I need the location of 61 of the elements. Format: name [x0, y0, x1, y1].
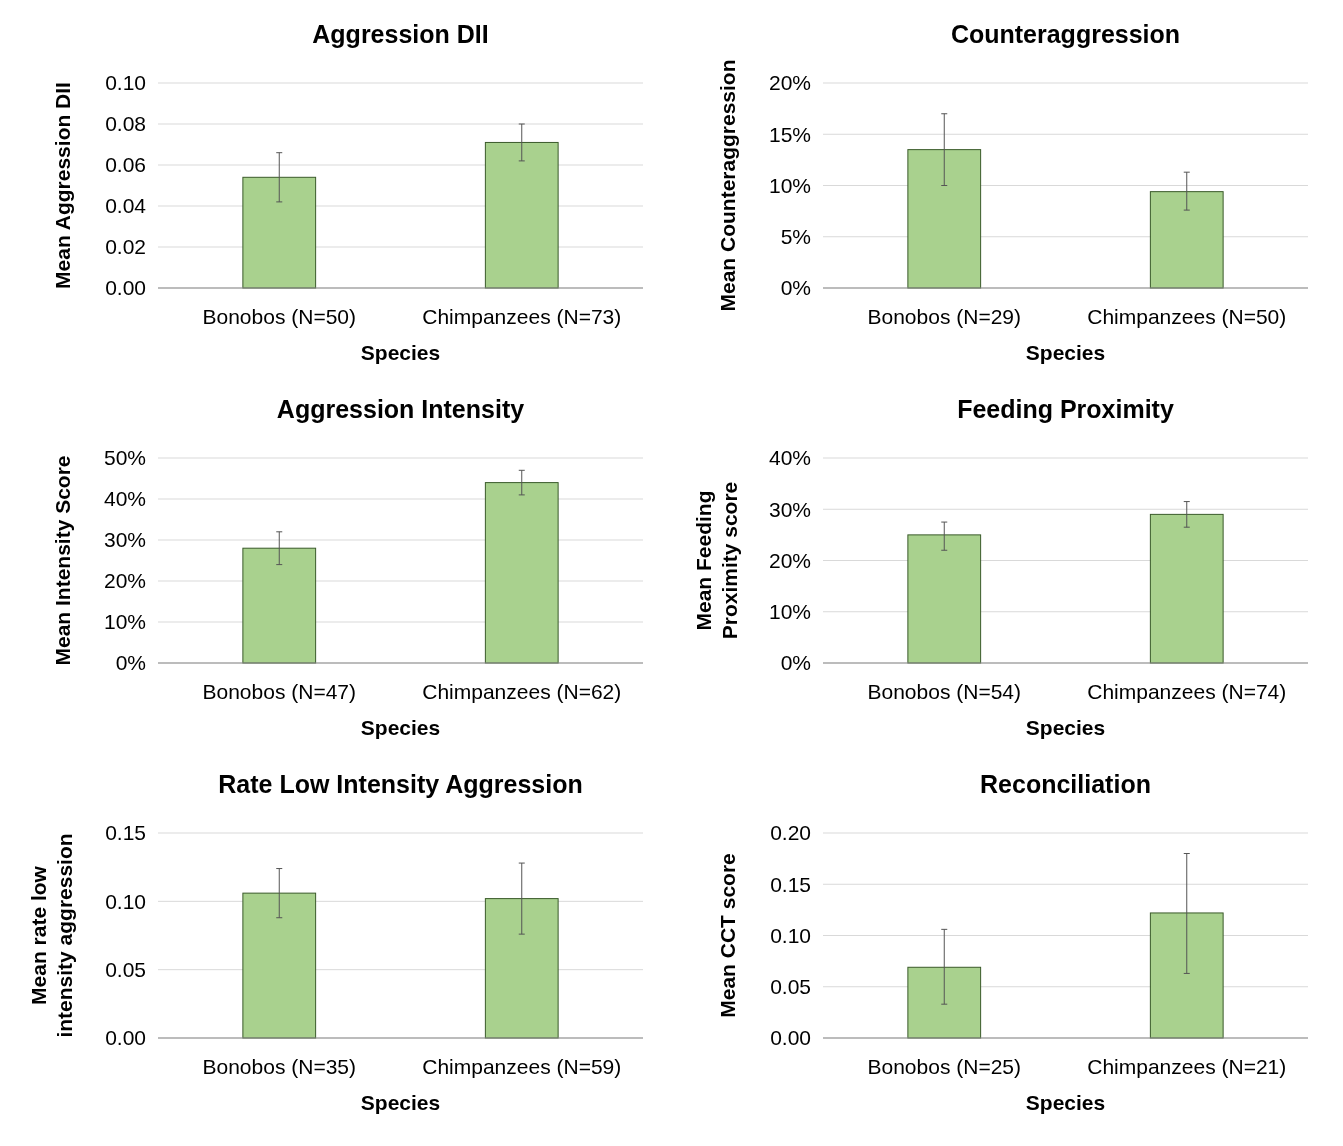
y-tick-label: 50% — [103, 446, 146, 470]
y-axis-title: Mean Intensity Score — [51, 455, 74, 666]
y-axis-title: Mean Feeding Proximity score — [692, 481, 741, 640]
x-tick-label: Bonobos (N=47) — [202, 680, 357, 703]
y-tick-label: 15% — [768, 122, 811, 146]
y-axis-title: Mean Aggression DII — [51, 82, 74, 289]
x-tick-label: Bonobos (N=25) — [867, 1055, 1022, 1078]
chart-title: Aggression DII — [312, 20, 489, 48]
y-tick-label: 40% — [103, 487, 146, 511]
y-tick-label: 30% — [103, 528, 146, 552]
y-tick-label: 0.04 — [105, 194, 147, 218]
y-tick-label: 0.00 — [770, 1026, 811, 1050]
y-tick-label: 0.20 — [770, 821, 811, 845]
y-tick-label: 0.10 — [105, 889, 146, 913]
y-axis-title: Mean rate low intensity aggression — [27, 833, 76, 1038]
y-tick-label: 0.10 — [770, 923, 811, 947]
y-tick-label: 0.08 — [105, 112, 146, 136]
y-tick-label: 0% — [780, 651, 811, 675]
y-tick-label: 5% — [780, 225, 811, 249]
x-tick-label: Chimpanzees (N=59) — [422, 1055, 622, 1078]
y-axis-title: Mean Counteraggression — [716, 59, 739, 312]
x-tick-label: Bonobos (N=50) — [202, 305, 357, 328]
y-tick-label: 0% — [780, 276, 811, 300]
y-tick-label: 0.05 — [105, 958, 146, 982]
x-axis-title: Species — [1025, 341, 1106, 364]
y-tick-label: 20% — [768, 548, 811, 572]
x-tick-label: Chimpanzees (N=21) — [1087, 1055, 1287, 1078]
y-tick-label: 30% — [768, 497, 811, 521]
y-tick-label: 0.06 — [105, 153, 146, 177]
y-tick-label: 0.15 — [105, 821, 146, 845]
y-tick-label: 10% — [103, 610, 146, 634]
x-tick-label: Bonobos (N=35) — [202, 1055, 357, 1078]
y-tick-label: 0.00 — [105, 1026, 146, 1050]
chart-title: Reconciliation — [980, 770, 1151, 798]
y-tick-label: 20% — [768, 71, 811, 95]
chart-title: Aggression Intensity — [276, 395, 525, 423]
chart-title: Rate Low Intensity Aggression — [218, 770, 583, 798]
x-axis-title: Species — [1025, 716, 1106, 739]
x-tick-label: Bonobos (N=29) — [867, 305, 1022, 328]
x-axis-title: Species — [1025, 1091, 1106, 1114]
y-tick-label: 0.05 — [770, 975, 811, 999]
x-axis-title: Species — [360, 341, 441, 364]
x-tick-label: Chimpanzees (N=73) — [422, 305, 622, 328]
x-tick-label: Bonobos (N=54) — [867, 680, 1022, 703]
y-tick-label: 0.15 — [770, 872, 811, 896]
y-tick-label: 20% — [103, 569, 146, 593]
y-tick-label: 10% — [768, 600, 811, 624]
y-tick-label: 10% — [768, 173, 811, 197]
y-axis-title: Mean CCT score — [716, 853, 739, 1018]
y-tick-label: 0.02 — [105, 235, 146, 259]
chart-title: Feeding Proximity — [957, 395, 1174, 423]
x-tick-label: Chimpanzees (N=62) — [422, 680, 622, 703]
x-tick-label: Chimpanzees (N=50) — [1087, 305, 1287, 328]
y-tick-label: 40% — [768, 446, 811, 470]
x-axis-title: Species — [360, 1091, 441, 1114]
chart-title: Counteraggression — [950, 20, 1181, 48]
y-tick-label: 0.10 — [105, 71, 146, 95]
y-tick-label: 0% — [115, 651, 146, 675]
x-tick-label: Chimpanzees (N=74) — [1087, 680, 1287, 703]
x-axis-title: Species — [360, 716, 441, 739]
y-tick-label: 0.00 — [105, 276, 146, 300]
